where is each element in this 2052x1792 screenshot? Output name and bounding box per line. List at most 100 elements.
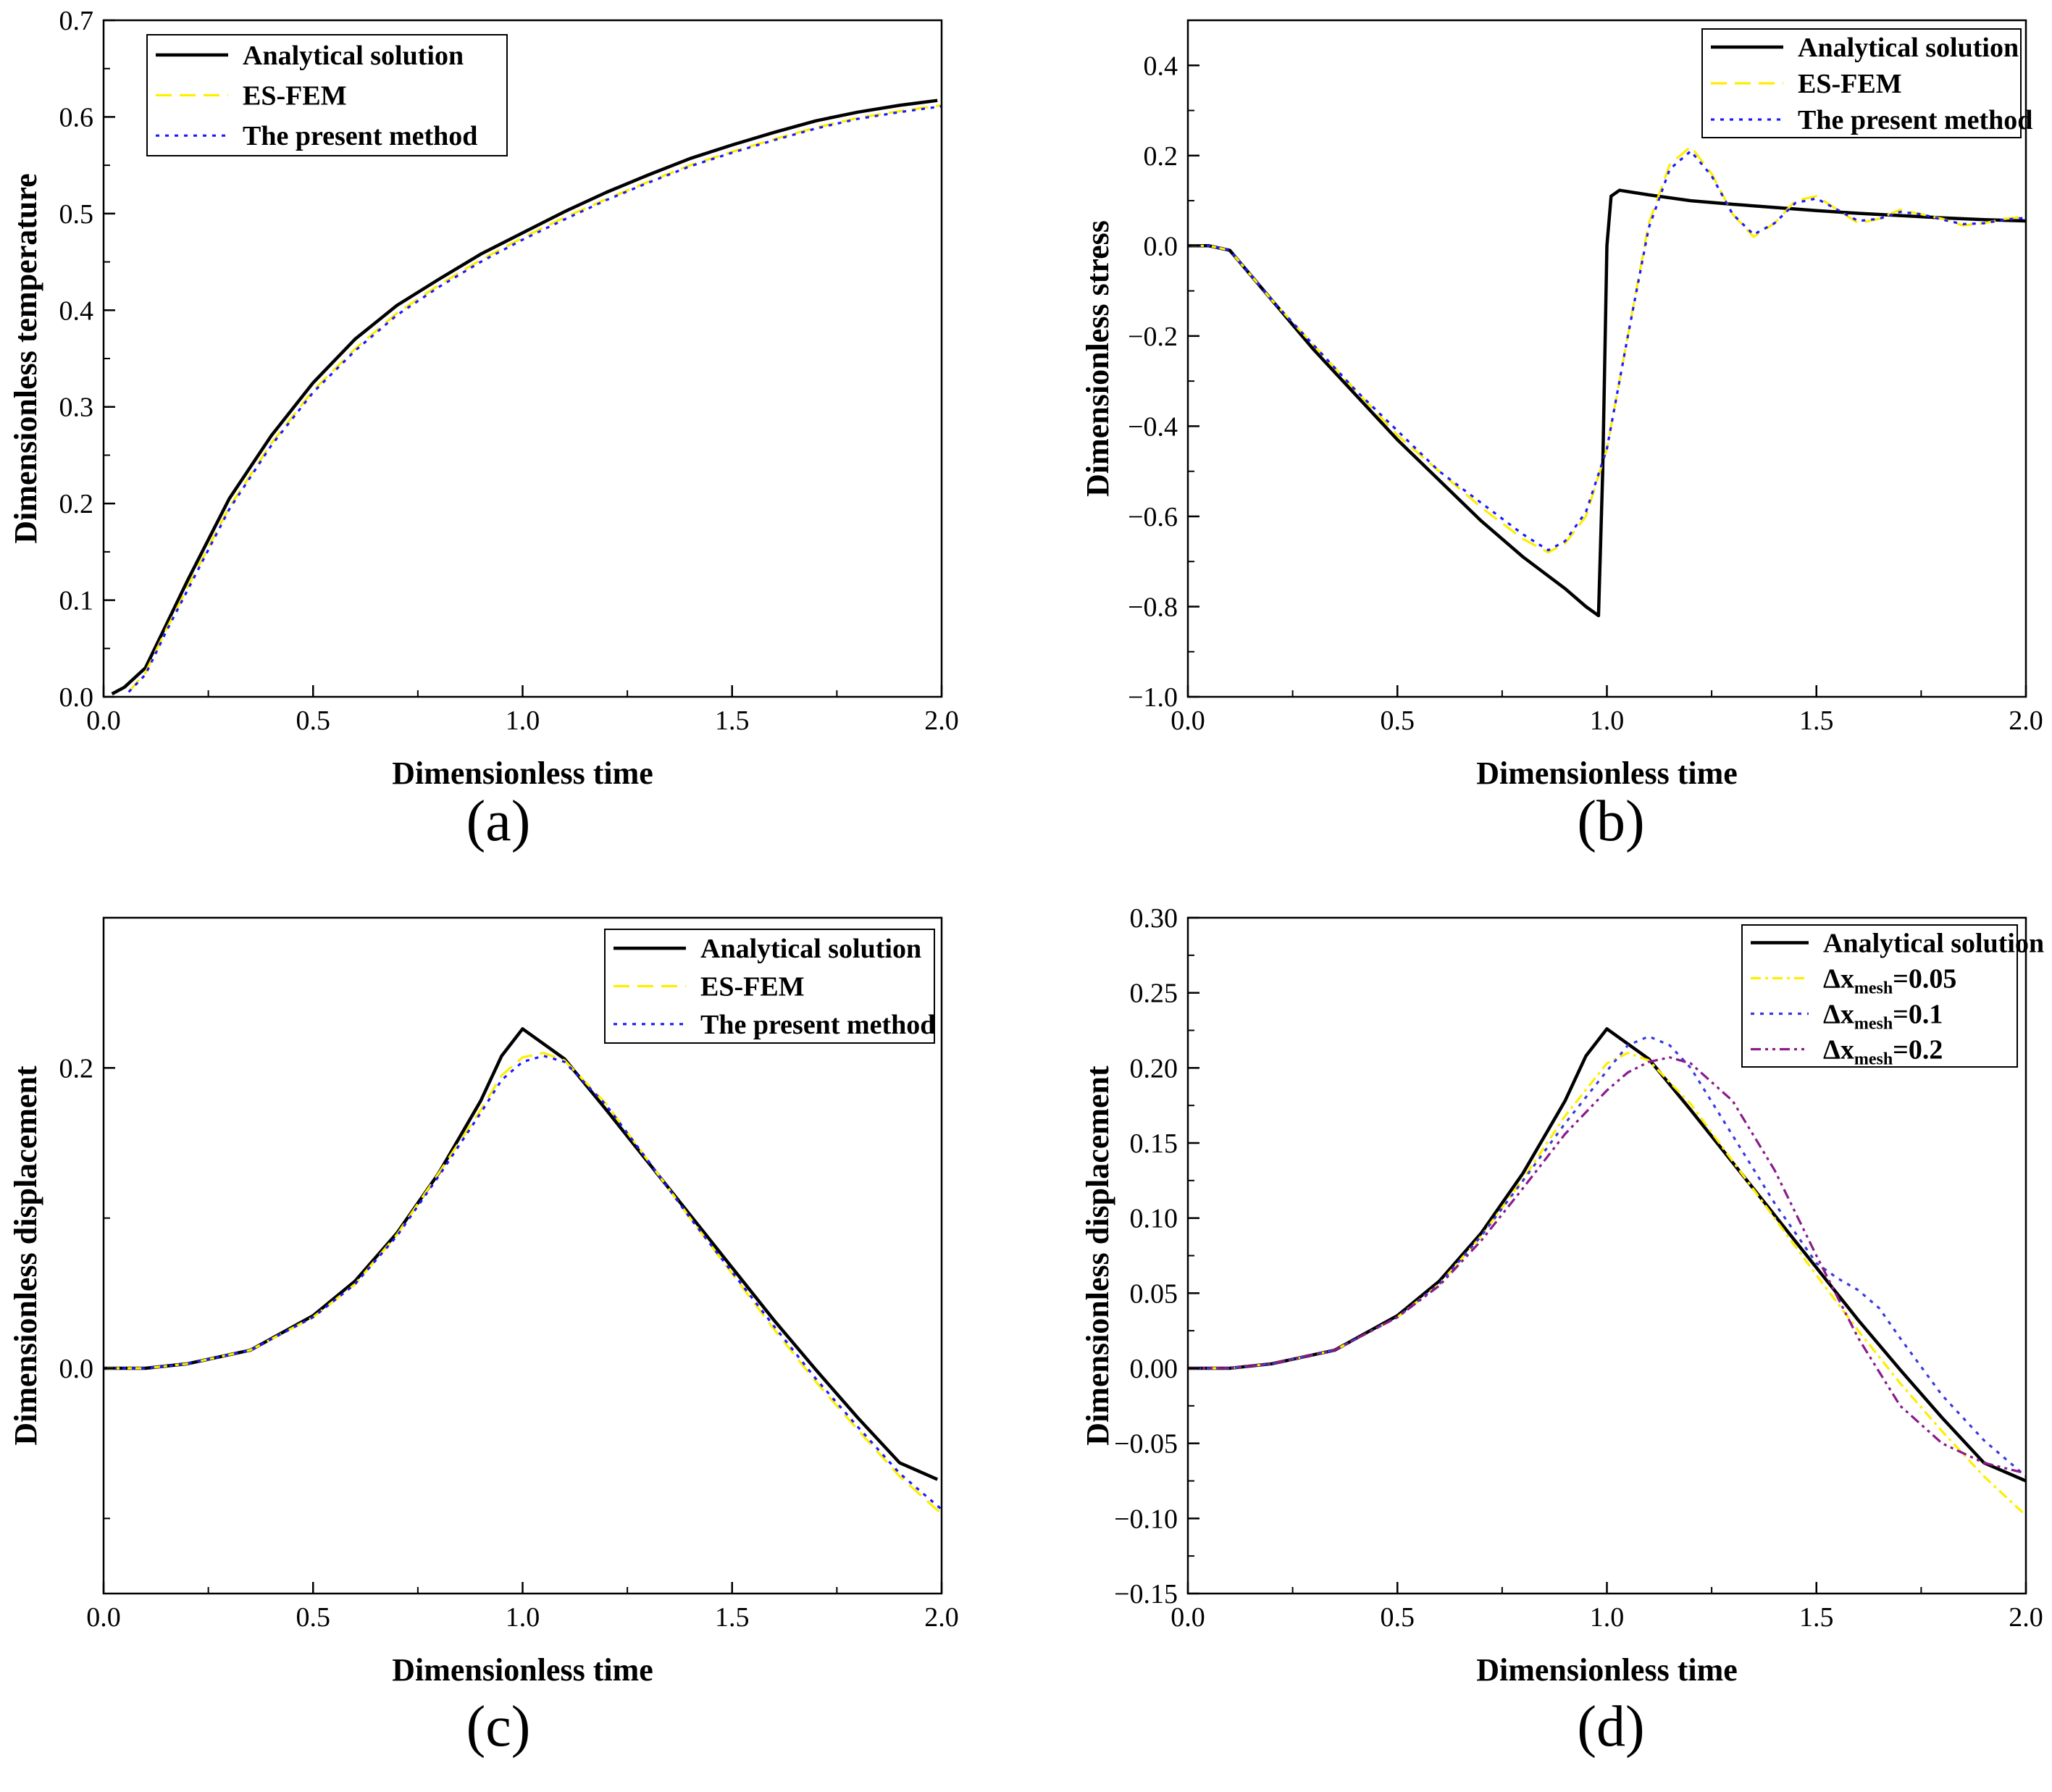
x-axis-label: Dimensionless time	[1476, 1652, 1738, 1688]
y-tick-label: −0.4	[1128, 411, 1178, 442]
x-tick-label: 2.0	[2009, 1602, 2043, 1633]
y-tick-label: 0.10	[1130, 1204, 1178, 1234]
x-tick-label: 1.0	[1590, 1602, 1625, 1633]
x-tick-label: 0.0	[86, 1602, 121, 1633]
x-axis-label: Dimensionless time	[1476, 755, 1738, 791]
x-tick-label: 2.0	[2009, 706, 2043, 736]
x-tick-label: 0.0	[1171, 1602, 1205, 1633]
legend-box	[1741, 924, 2018, 1068]
x-tick-label: 1.0	[1590, 706, 1625, 736]
chart-panel-b: 0.0 0.5 1.0 1.5 2.0 −1.0 −0.8 −0.6 −0.4 −0.2 0.0 0.…	[1080, 19, 2043, 853]
legend-label-main: Δx	[1823, 964, 1854, 995]
y-tick-label: 0.30	[1130, 903, 1178, 934]
x-tick-label: 1.5	[715, 706, 750, 736]
legend-label-tail: =0.05	[1893, 964, 1956, 995]
x-axis-label: Dimensionless time	[392, 755, 653, 791]
x-tick-label: 0.5	[296, 706, 331, 736]
series-line-d-2	[1188, 1035, 2026, 1478]
y-tick-label: 0.1	[59, 586, 94, 616]
chart-panel-d: 0.0 0.5 1.0 1.5 2.0 −0.15 −0.10 −0.05 0.00 0.05 0.…	[1080, 903, 2044, 1759]
legend-entry-label: ES-FEM	[700, 972, 805, 1002]
x-tick-label: 1.5	[1799, 1602, 1834, 1633]
x-tick-label: 0.0	[1171, 706, 1205, 736]
x-tick-label: 0.5	[1381, 1602, 1415, 1633]
series-line-a-1	[127, 104, 942, 693]
y-axis-label: Dimensionless displacement	[1080, 1065, 1115, 1446]
y-tick-label: 0.2	[59, 489, 94, 519]
legend-entry-label: Analytical solution	[243, 41, 464, 71]
series-line-d-3	[1188, 1056, 2026, 1475]
legend-label-subscript: mesh	[1854, 979, 1893, 998]
series-line-d-1	[1188, 1052, 2026, 1517]
x-tick-label: 1.0	[506, 706, 540, 736]
panel-label: (d)	[1577, 1695, 1644, 1759]
legend-entry-label: The present method	[1798, 105, 2032, 135]
legend-entry-label: Analytical solution	[1823, 929, 2044, 959]
series-line-c-2	[104, 1055, 942, 1511]
y-tick-label: −0.10	[1114, 1504, 1178, 1534]
panel-label: (a)	[466, 790, 531, 853]
x-axis-label: Dimensionless time	[392, 1652, 653, 1688]
panel-label: (b)	[1577, 790, 1644, 853]
legend-entry-label: Δxmesh=0.2	[1823, 1035, 1943, 1069]
legend: Analytical solution ES-FEM The present met…	[604, 929, 935, 1044]
series-line-d-0	[1188, 1027, 2026, 1483]
y-tick-label: 0.0	[59, 682, 94, 713]
y-tick-label: 0.6	[59, 102, 94, 133]
legend-label-subscript: mesh	[1854, 1015, 1893, 1034]
y-tick-label: −1.0	[1128, 682, 1178, 713]
y-tick-label: 0.2	[1144, 141, 1178, 172]
panel-label: (c)	[466, 1695, 531, 1759]
legend: Analytical solutionΔxmesh=0.05Δxmesh=0.1…	[1741, 924, 2044, 1069]
y-tick-label: −0.6	[1128, 502, 1178, 532]
legend-label-tail: =0.1	[1893, 1000, 1943, 1030]
legend: Analytical solution ES-FEM The present met…	[1701, 28, 2032, 138]
y-tick-label: −0.15	[1114, 1579, 1178, 1609]
y-tick-label: −0.8	[1128, 592, 1178, 622]
legend-entry-label: ES-FEM	[243, 81, 347, 112]
y-tick-label: −0.05	[1114, 1429, 1178, 1460]
y-tick-label: 0.4	[59, 296, 94, 326]
y-tick-label: 0.20	[1130, 1053, 1178, 1084]
y-tick-label: 0.25	[1130, 979, 1178, 1009]
legend-entry-label: Δxmesh=0.05	[1823, 964, 1956, 998]
x-tick-label: 2.0	[924, 1602, 959, 1633]
legend-entry-label: Analytical solution	[700, 934, 921, 964]
y-tick-label: 0.2	[59, 1053, 94, 1084]
x-tick-label: 1.0	[506, 1602, 540, 1633]
y-tick-label: 0.4	[1144, 51, 1178, 81]
legend-entry-label: Analytical solution	[1798, 33, 2019, 63]
chart-panel-a: 0.0 0.5 1.0 1.5 2.0 0.0 0.1 0.2 0.3 0.4 0.5 0.6 0.7 D…	[8, 6, 959, 853]
legend-entry-label: ES-FEM	[1798, 69, 1902, 99]
x-tick-label: 0.0	[86, 706, 121, 736]
y-axis-label: Dimensionless stress	[1080, 220, 1115, 497]
y-tick-label: 0.0	[59, 1354, 94, 1384]
chart-panel-c: 0.0 0.5 1.0 1.5 2.0 0.0 0.2 Dimensionless time D…	[8, 916, 959, 1759]
x-tick-label: 2.0	[924, 706, 959, 736]
y-tick-label: 0.15	[1130, 1129, 1178, 1159]
y-tick-label: 0.0	[1144, 231, 1178, 261]
series-line-c-0	[104, 1027, 939, 1481]
legend-label-main: Δx	[1823, 1035, 1854, 1065]
x-tick-label: 0.5	[296, 1602, 331, 1633]
series-line-a-0	[111, 99, 938, 695]
legend-entry-label: Δxmesh=0.1	[1823, 1000, 1943, 1034]
y-axis-label: Dimensionless temperature	[8, 173, 43, 543]
x-tick-label: 0.5	[1381, 706, 1415, 736]
legend-label-tail: =0.2	[1893, 1035, 1943, 1065]
x-tick-label: 1.5	[715, 1602, 750, 1633]
series-line-c-1	[104, 1052, 942, 1515]
legend-entry-label: The present method	[243, 121, 477, 151]
series-line-b-2	[1188, 150, 2026, 552]
x-tick-label: 1.5	[1799, 706, 1834, 736]
y-axis-label: Dimensionless displacement	[8, 1065, 43, 1446]
series-line-b-0	[1188, 188, 2026, 618]
legend: Analytical solution ES-FEM The present met…	[146, 34, 508, 156]
y-tick-label: 0.7	[59, 6, 94, 36]
y-tick-label: 0.00	[1130, 1354, 1178, 1384]
series-line-a-2	[127, 105, 942, 693]
legend-label-main: Δx	[1823, 1000, 1854, 1030]
y-tick-label: 0.05	[1130, 1278, 1178, 1309]
y-tick-label: −0.2	[1128, 322, 1178, 352]
